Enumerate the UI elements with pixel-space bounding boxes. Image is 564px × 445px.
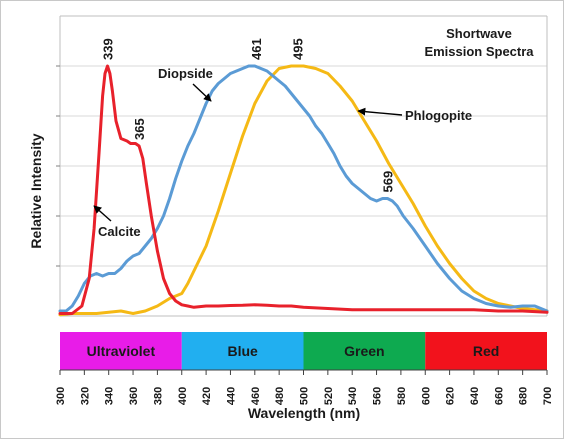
axes: [56, 15, 548, 371]
x-tick-label-320: 320: [79, 387, 91, 405]
x-tick-label-500: 500: [299, 387, 311, 405]
band-label-blue: Blue: [227, 343, 258, 359]
annotation-label-diopside: Diopside: [158, 66, 213, 81]
band-blue: [181, 332, 304, 370]
x-tick-label-660: 660: [493, 387, 505, 405]
x-tick-label-700: 700: [542, 387, 554, 405]
annotation-arrow-calcite: [93, 205, 112, 222]
chart-title-line-2: Emission Spectra: [424, 44, 534, 59]
x-tick-label-520: 520: [323, 387, 335, 405]
peak-label-569: 569: [381, 171, 396, 193]
y-axis-label: Relative Intensity: [28, 133, 44, 248]
x-axis-label: Wavelength (nm): [248, 405, 360, 421]
x-tick-label-460: 460: [250, 387, 262, 405]
x-tick-label-440: 440: [225, 387, 237, 405]
x-tick-label-580: 580: [396, 387, 408, 405]
x-tick-label-540: 540: [347, 387, 359, 405]
x-tick-label-360: 360: [128, 387, 140, 405]
x-tick-label-560: 560: [372, 387, 384, 405]
peak-label-365: 365: [132, 118, 147, 140]
peak-label-495: 495: [290, 38, 305, 60]
x-axis-ticks: 300 320 340 360 380 400 420 440 460 480 500 520 540 5…: [55, 370, 554, 405]
annotation-arrow-phlogopite: [357, 107, 403, 116]
x-tick-label-380: 380: [152, 387, 164, 405]
series-line-diopside: [58, 64, 549, 313]
annotation-label-calcite: Calcite: [98, 224, 141, 239]
band-label-ultraviolet: Ultraviolet: [87, 343, 156, 359]
peak-labels: 339 365 461 495 569: [100, 38, 395, 192]
band-label-red: Red: [473, 343, 499, 359]
series-lines: [58, 64, 549, 317]
chart-title-line-1: Shortwave: [446, 26, 512, 41]
x-tick-label-680: 680: [518, 387, 530, 405]
spectrum-bands: Ultraviolet Blue Green Red: [60, 332, 547, 370]
peak-label-339: 339: [100, 38, 115, 60]
x-tick-label-620: 620: [445, 387, 457, 405]
band-green: [303, 332, 426, 370]
series-line-calcite: [58, 64, 549, 315]
x-tick-label-480: 480: [274, 387, 286, 405]
x-tick-label-640: 640: [469, 387, 481, 405]
x-tick-label-340: 340: [104, 387, 116, 405]
band-ultraviolet: [60, 332, 182, 370]
series-line-phlogopite: [58, 64, 549, 317]
annotation-label-phlogopite: Phlogopite: [405, 108, 472, 123]
x-tick-label-600: 600: [420, 387, 432, 405]
band-red: [425, 332, 547, 370]
peak-label-461: 461: [249, 38, 264, 60]
band-label-green: Green: [344, 343, 384, 359]
x-tick-label-300: 300: [55, 387, 67, 405]
series-annotations: Diopside Phlogopite Calcite: [93, 66, 472, 239]
x-tick-label-420: 420: [201, 387, 213, 405]
annotation-arrow-diopside: [192, 83, 212, 102]
x-tick-label-400: 400: [177, 387, 189, 405]
